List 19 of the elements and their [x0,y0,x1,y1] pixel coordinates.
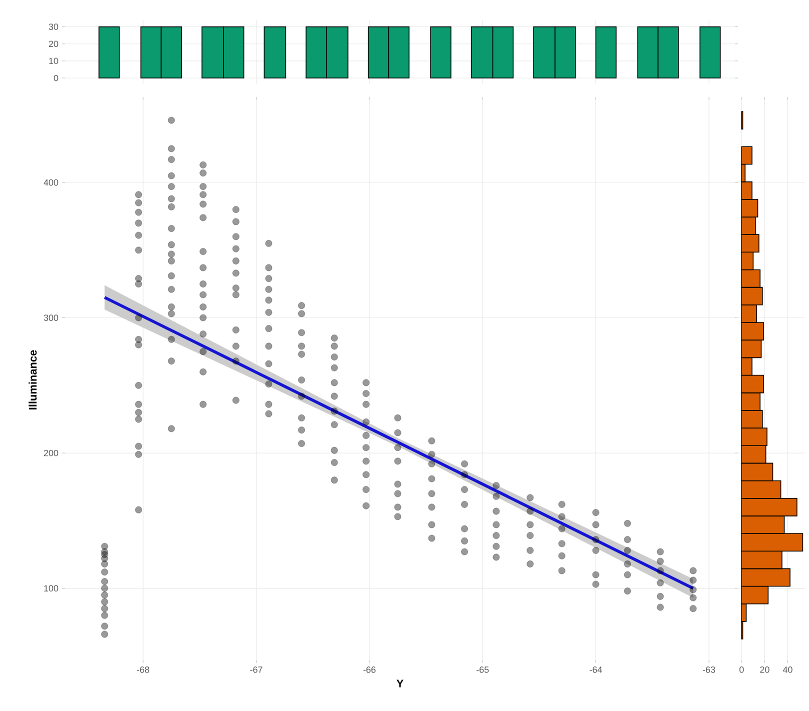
y-tick-label: 10 [49,58,58,64]
y-tick-label: 0 [54,74,58,82]
y-tick-label: 200 [44,450,58,456]
x-axis-title: Y [396,680,404,688]
y-tick-label: 400 [44,179,58,186]
y-axis-title: Illuminance [28,350,37,410]
y-tick-label: 300 [44,314,58,321]
x-tick-label: -63 [702,666,716,673]
x-tick-label: -65 [476,666,489,673]
x-tick-label: 20 [760,666,770,673]
x-tick-label: -64 [590,666,602,673]
y-tick-label: 20 [48,40,58,48]
y-tick-label: 100 [44,585,58,592]
x-tick-label: -67 [250,666,262,673]
x-tick-label: 40 [782,666,792,673]
x-tick-label: -66 [363,666,376,673]
x-tick-label: -68 [137,666,150,673]
y-tick-label: 30 [48,24,58,30]
x-tick-label: 0 [739,666,744,673]
